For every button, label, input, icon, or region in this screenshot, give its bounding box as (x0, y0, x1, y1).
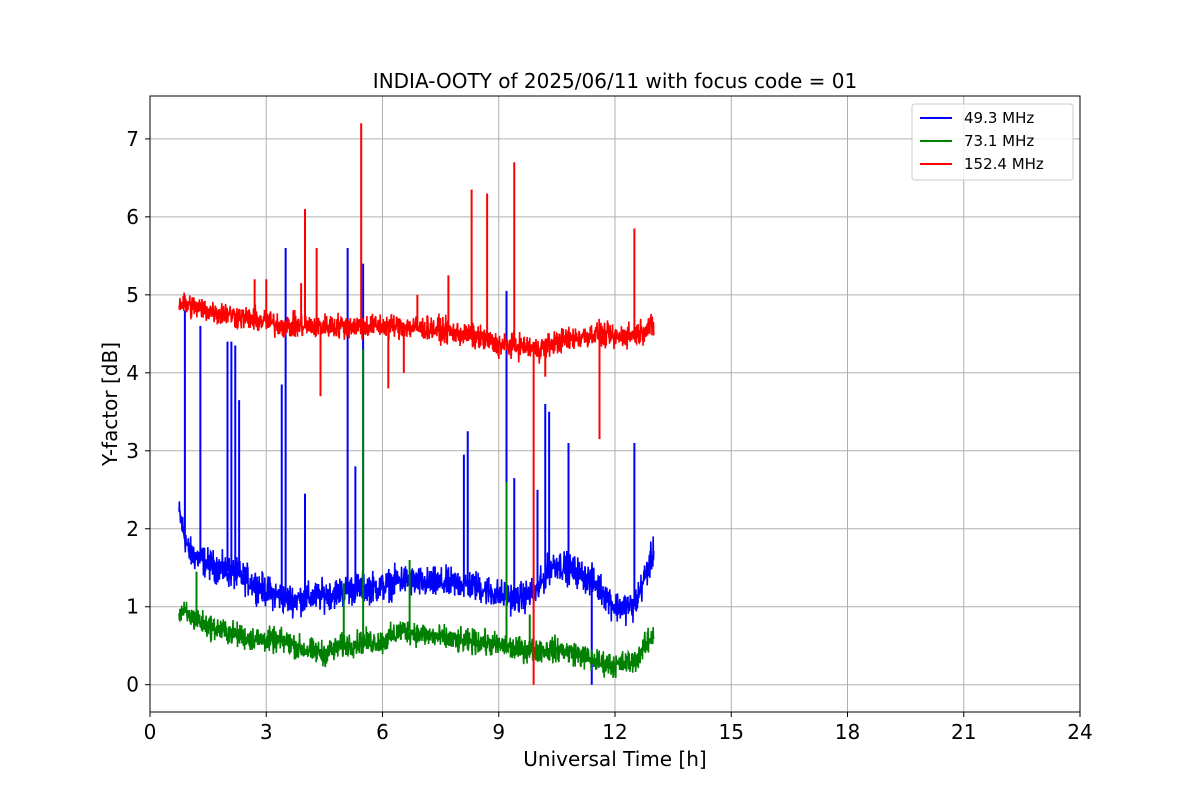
x-axis: 0 3 6 9 12 15 18 21 24 (144, 712, 1093, 744)
y-tick-label: 0 (126, 673, 139, 697)
legend-label: 73.1 MHz (964, 132, 1034, 150)
x-tick-label: 9 (492, 720, 505, 744)
grid (149, 96, 1081, 712)
series-2 (178, 123, 655, 685)
y-tick-label: 1 (126, 595, 139, 619)
y-tick-label: 5 (126, 283, 139, 307)
x-axis-label: Universal Time [h] (523, 747, 706, 771)
x-tick-label: 0 (144, 720, 157, 744)
legend: 49.3 MHz 73.1 MHz 152.4 MHz (911, 103, 1074, 181)
x-tick-label: 12 (602, 720, 627, 744)
y-axis: 0 1 2 3 4 5 6 7 (126, 127, 150, 697)
x-tick-label: 6 (376, 720, 389, 744)
legend-box (911, 103, 1074, 181)
series-line-2 (178, 292, 655, 364)
y-tick-label: 4 (126, 361, 139, 385)
y-axis-label: Y-factor [dB] (98, 342, 122, 467)
x-tick-label: 21 (951, 720, 976, 744)
series-layer (178, 123, 655, 685)
legend-label: 152.4 MHz (964, 155, 1044, 173)
chart-title: INDIA-OOTY of 2025/06/11 with focus code… (373, 69, 857, 93)
y-tick-label: 3 (126, 439, 139, 463)
y-tick-label: 6 (126, 205, 139, 229)
legend-label: 49.3 MHz (964, 109, 1034, 127)
x-tick-label: 3 (260, 720, 273, 744)
x-tick-label: 24 (1067, 720, 1092, 744)
series-line-1 (178, 601, 655, 679)
y-tick-label: 2 (126, 517, 139, 541)
y-tick-label: 7 (126, 127, 139, 151)
series-line-0 (178, 501, 655, 626)
x-tick-label: 18 (835, 720, 860, 744)
x-tick-label: 15 (719, 720, 744, 744)
series-1 (178, 349, 655, 679)
